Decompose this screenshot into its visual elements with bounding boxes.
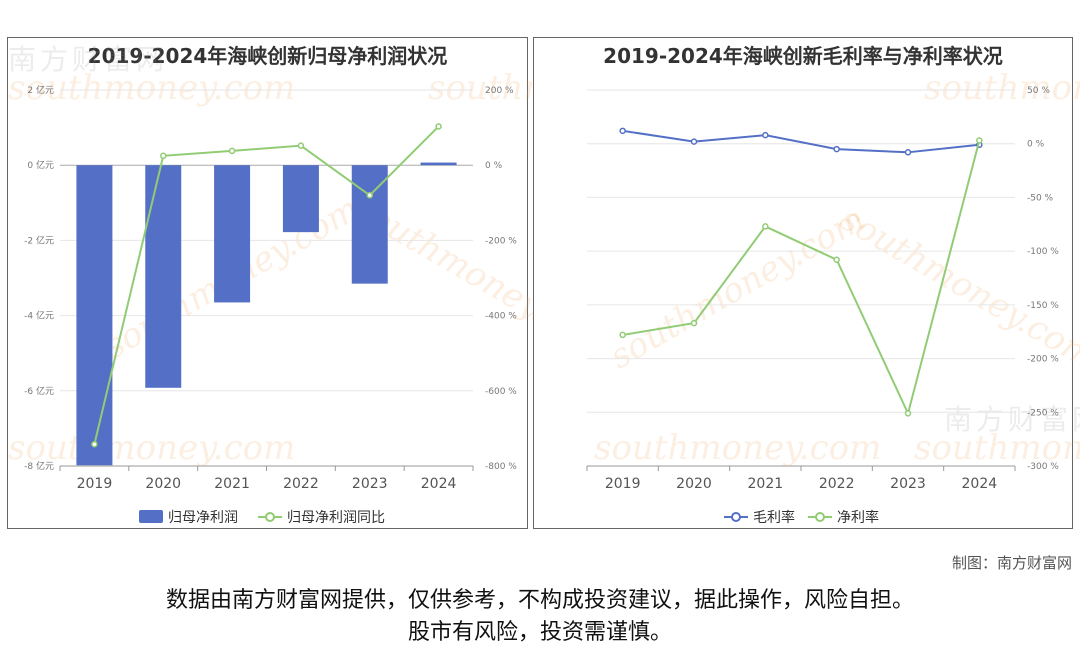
x-axis-tick-label: 2019 [605,476,641,492]
x-axis-tick-label: 2022 [819,476,855,492]
x-axis-tick-label: 2024 [962,476,998,492]
left-axis-tick-label: -4 亿元 [24,310,54,322]
legend-label: 归母净利润同比 [287,509,385,526]
left-axis-tick-label: 2 亿元 [27,84,54,96]
legend-label: 毛利率 [753,509,795,526]
margin-chart: 50 % 0 % -50 % -100 % -150 % -200 % -250 % -300… [586,86,1059,526]
x-axis-tick-label: 2021 [748,476,784,492]
bar [145,165,182,388]
chart-title: 2019-2024年海峡创新归母净利润状况 [87,44,448,68]
right-axis-tick-label: -300 % [1027,462,1059,472]
right-axis-tick-label: 50 % [1027,86,1050,96]
line-point [904,149,912,156]
line-point [160,152,167,160]
left-axis-tick-label: -8 亿元 [24,460,54,472]
legend-swatch-bar [139,510,163,523]
disclaimer-line-2: 股市有风险，投资需谨慎。 [407,620,672,645]
right-axis-tick-label: -200 % [485,236,517,246]
right-axis-tick-label: -200 % [1027,355,1059,365]
line-point [297,142,305,149]
chart-credit: 制图：南方财富网 [951,554,1072,572]
line-point [762,131,769,139]
left-axis-tick-label: -6 亿元 [24,385,54,397]
line-point [91,440,98,448]
legend-swatch-point [815,512,825,522]
line-point [976,137,983,144]
x-axis-tick-label: 2023 [890,476,926,492]
legend-label: 归母净利润 [168,509,238,526]
x-axis-tick-label: 2020 [145,476,181,492]
bar [214,165,251,303]
line-point [762,223,769,230]
line-point [833,145,840,153]
right-axis-tick-label: 200 % [485,86,514,96]
right-axis-tick-label: -50 % [1027,193,1054,203]
right-axis-tick-label: 0 % [1027,140,1045,150]
legend-swatch-point [731,512,741,522]
series-line [93,125,440,445]
x-axis-tick-label: 2021 [214,476,250,492]
x-axis-tick-label: 2023 [352,476,388,492]
right-axis-tick-label: -600 % [485,387,517,397]
line-point [833,256,840,263]
net-profit-chart: 2 亿元 0 亿元 -2 亿元 -4 亿元 -6 亿元 -8 亿元 200 % 0 % -200… [24,84,517,526]
chart-title: 2019-2024年海峡创新毛利率与净利率状况 [603,44,1003,68]
right-axis-tick-label: -800 % [485,462,517,472]
net-profit-chart-panel: 2019-2024年海峡创新归母净利润状况 南方财富网 southmoney.c… [7,37,715,529]
right-axis-tick-label: 0 % [485,161,503,171]
x-axis-tick-label: 2024 [421,476,457,492]
legend-label: 净利率 [837,509,879,526]
line-point [619,127,626,135]
x-axis-tick-label: 2022 [283,476,319,492]
x-axis-tick-label: 2019 [77,476,113,492]
left-axis-tick-label: 0 亿元 [27,159,54,171]
disclaimer-line-1: 数据由南方财富网提供，仅供参考，不构成投资建议，据此操作，风险自担。 [165,588,914,613]
bar [420,162,457,166]
series-line [622,129,980,154]
line-point [690,319,698,327]
legend-swatch-point [265,512,275,522]
line-point [690,138,698,145]
left-axis-tick-label: -2 亿元 [24,234,54,246]
bar [351,165,388,284]
line-point [435,123,442,130]
right-axis-tick-label: -250 % [1027,408,1059,418]
line-point [228,147,236,155]
bar [282,165,319,233]
x-axis-tick-label: 2020 [676,476,712,492]
line-point [366,192,373,199]
bar [76,165,113,466]
line-point [619,331,626,339]
series-line [622,140,981,417]
margin-chart-panel: 2019-2024年海峡创新毛利率与净利率状况 southmoney.com s… [533,37,1080,529]
right-axis-tick-label: -150 % [1027,301,1059,311]
line-point [904,410,912,417]
right-axis-tick-label: -100 % [1027,247,1059,257]
right-axis-tick-label: -400 % [485,312,517,322]
